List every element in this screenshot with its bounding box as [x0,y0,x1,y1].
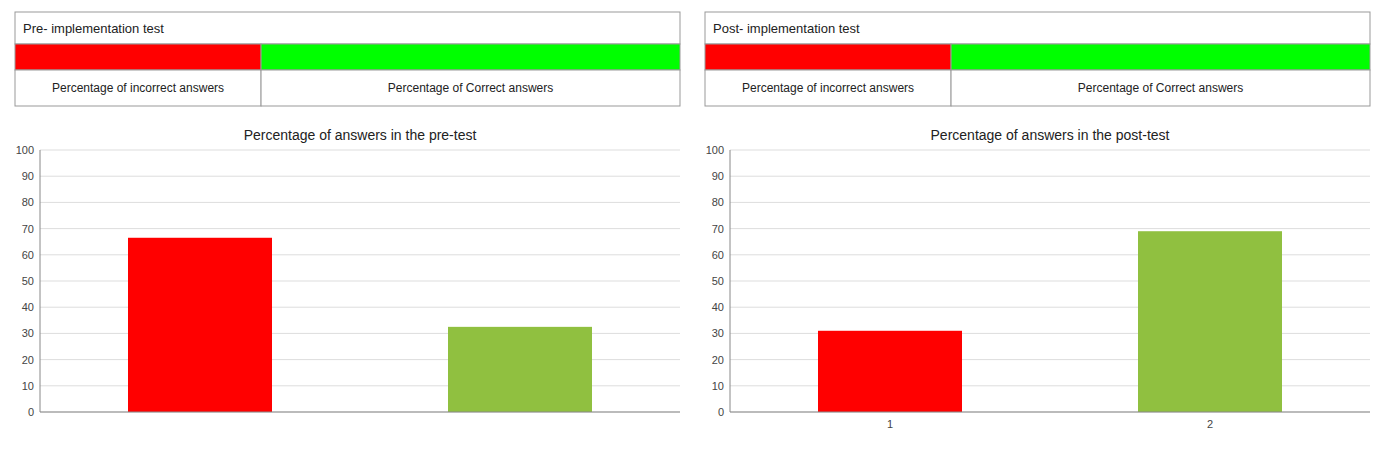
y-axis-line [730,150,731,412]
y-tick-label: 60 [712,249,724,261]
bar [448,327,592,412]
grid-line [40,228,680,229]
chart-title: Percentage of answers in the pre-test [244,127,477,143]
grid-line [730,412,1370,413]
y-tick-label: 70 [22,223,34,235]
y-tick-label: 30 [22,327,34,339]
x-tick-label: 2 [1207,418,1213,430]
bar [1138,231,1282,412]
y-tick-label: 60 [22,249,34,261]
legend-label: Percentage of incorrect answers [742,81,914,95]
y-tick-label: 30 [712,327,724,339]
legend-label: Percentage of incorrect answers [52,81,224,95]
grid-line [40,412,680,413]
legend-swatch [705,44,951,70]
table-title-cell [705,12,1370,44]
table-label-cell [261,70,680,106]
grid-line [730,150,1370,151]
chart-root: Pre- implementation test Percentage of in… [0,0,1386,450]
legend-swatch [261,44,680,70]
bar [818,331,962,412]
table-label-cell [951,70,1370,106]
bar-chart: Percentage of answers in the pre-test 0 10… [16,127,680,418]
y-tick-label: 50 [22,275,34,287]
y-tick-label: 0 [28,406,34,418]
grid-line [730,228,1370,229]
y-tick-label: 100 [706,144,724,156]
y-tick-label: 10 [22,380,34,392]
y-tick-label: 10 [712,380,724,392]
y-tick-label: 20 [712,354,724,366]
y-tick-label: 90 [712,170,724,182]
table-title-cell [15,12,680,44]
y-axis-line [40,150,41,412]
y-tick-label: 40 [712,301,724,313]
table-title: Pre- implementation test [23,21,164,36]
page: {"chart_data": [ {"type": "table", "titl… [0,0,1386,450]
y-tick-label: 80 [22,196,34,208]
legend-swatch [951,44,1370,70]
legend-label: Percentage of Correct answers [1078,81,1243,95]
legend-swatch [15,44,261,70]
y-tick-label: 40 [22,301,34,313]
legend-label: Percentage of Correct answers [388,81,553,95]
table-label-cell [705,70,951,106]
chart-title: Percentage of answers in the post-test [931,127,1170,143]
legend-table: Pre- implementation test Percentage of in… [15,12,680,106]
x-axis-line [40,412,680,413]
y-tick-label: 70 [712,223,724,235]
grid-line [40,202,680,203]
bar [128,238,272,412]
grid-line [40,176,680,177]
grid-line [730,176,1370,177]
bars [128,238,592,412]
table-title: Post- implementation test [713,21,860,36]
x-tick-label: 1 [887,418,893,430]
y-tick-label: 90 [22,170,34,182]
table-label-cell [15,70,261,106]
bar-chart: Percentage of answers in the post-test 0 1… [706,127,1370,430]
x-axis-line [730,412,1370,413]
grid-line [730,202,1370,203]
legend-table: Post- implementation test Percentage of i… [705,12,1370,106]
y-tick-label: 100 [16,144,34,156]
y-tick-label: 20 [22,354,34,366]
y-tick-label: 50 [712,275,724,287]
bars [818,231,1282,412]
y-tick-label: 80 [712,196,724,208]
grid-line [40,150,680,151]
y-tick-label: 0 [718,406,724,418]
